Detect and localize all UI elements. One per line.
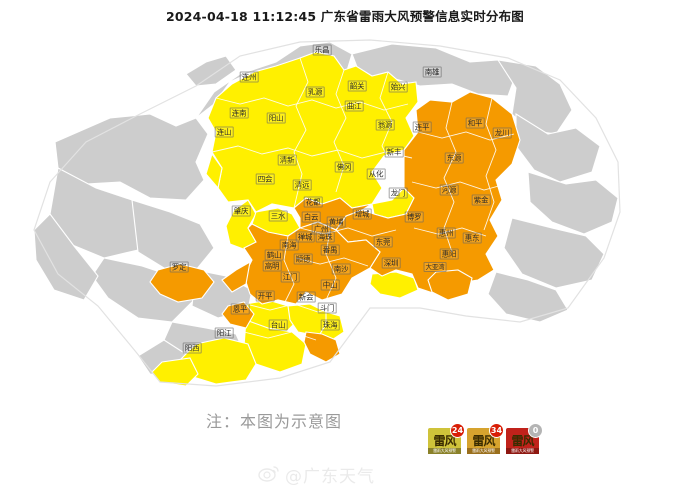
- region-label[interactable]: 龙门: [388, 187, 408, 199]
- legend-count-badge: 24: [450, 423, 465, 438]
- warning-legend[interactable]: 雷风 雷雨大风预警 24 雷风 雷雨大风预警 34 雷风 雷雨大风预警 0: [428, 423, 543, 454]
- region-label[interactable]: 东莞: [373, 236, 393, 248]
- region-label[interactable]: 江门: [280, 271, 300, 283]
- region-label[interactable]: 翁源: [375, 119, 395, 131]
- region-label[interactable]: 广州: [311, 223, 331, 235]
- region-label[interactable]: 大亚湾: [423, 262, 447, 272]
- region-label[interactable]: 番禺: [320, 244, 340, 256]
- region-label[interactable]: 紫金: [471, 194, 491, 206]
- region-label[interactable]: 曲江: [344, 100, 364, 112]
- legend-item-yellow[interactable]: 雷风 雷雨大风预警 24: [428, 423, 465, 454]
- weibo-handle: @广东天气: [285, 467, 375, 487]
- region-label[interactable]: 三水: [268, 210, 288, 222]
- region-label[interactable]: 清远: [292, 179, 312, 191]
- region-label[interactable]: 花都: [303, 196, 323, 208]
- legend-strip-label: 雷雨大风预警: [467, 448, 500, 454]
- region-label[interactable]: 增城: [352, 208, 372, 220]
- region-label[interactable]: 南雄: [422, 66, 442, 78]
- page-title: 2024-04-18 11:12:45 广东省雷雨大风预警信息实时分布图: [165, 9, 525, 24]
- region-label[interactable]: 阳山: [266, 112, 286, 124]
- region-label[interactable]: 龙川: [492, 127, 512, 139]
- region-label[interactable]: 禅城: [295, 231, 315, 243]
- legend-count-badge: 34: [489, 423, 504, 438]
- region-label[interactable]: 斗门: [317, 302, 337, 314]
- region-label[interactable]: 阳西: [182, 342, 202, 354]
- region-label[interactable]: 海珠: [315, 231, 335, 243]
- legend-item-red[interactable]: 雷风 雷雨大风预警 0: [506, 423, 543, 454]
- region-label[interactable]: 中山: [320, 279, 340, 291]
- region-label[interactable]: 连平: [412, 121, 432, 133]
- region-label[interactable]: 新会: [296, 291, 316, 303]
- weibo-icon: [258, 464, 280, 486]
- region-label[interactable]: 始兴: [388, 81, 408, 93]
- legend-strip-label: 雷雨大风预警: [506, 448, 539, 454]
- region-label[interactable]: 连南: [229, 107, 249, 119]
- region-label[interactable]: 阳江: [214, 327, 234, 339]
- region-label[interactable]: 顺德: [293, 253, 313, 265]
- region-label[interactable]: 乐昌: [312, 44, 332, 56]
- legend-count-badge: 0: [528, 423, 543, 438]
- region-label[interactable]: 惠州: [436, 227, 456, 239]
- region-label[interactable]: 罗定: [169, 261, 189, 273]
- region-label[interactable]: 连州: [239, 71, 259, 83]
- weibo-watermark: @广东天气: [258, 462, 375, 487]
- legend-glyph: 雷风: [472, 434, 495, 448]
- region-label[interactable]: 南海: [279, 239, 299, 251]
- region-label[interactable]: 深圳: [381, 257, 401, 269]
- region-label[interactable]: 乳源: [305, 86, 325, 98]
- region-label[interactable]: 肇庆: [231, 205, 251, 217]
- region-label[interactable]: 鹤山: [264, 249, 284, 261]
- legend-glyph: 雷风: [433, 434, 456, 448]
- region-label[interactable]: 高明: [262, 260, 282, 272]
- yellow-warning-regions: [151, 51, 419, 387]
- region-label[interactable]: 从化: [366, 168, 386, 180]
- region-label[interactable]: 新丰: [384, 146, 404, 158]
- region-label[interactable]: 清新: [277, 154, 297, 166]
- map-note: 注：本图为示意图: [206, 412, 343, 431]
- region-label[interactable]: 黄埔: [326, 216, 346, 228]
- region-label[interactable]: 东源: [444, 152, 464, 164]
- region-label[interactable]: 韶关: [347, 80, 367, 92]
- legend-glyph: 雷风: [511, 434, 534, 448]
- guangdong-warning-map[interactable]: 乐昌连州乳源 韶关 始兴 南雄连南 阳山 曲江连山 连平 和平 龙川 翁源新丰清新佛冈 东源四会清远…: [0, 22, 690, 422]
- region-label[interactable]: 惠阳: [439, 248, 459, 260]
- region-label[interactable]: 惠东: [462, 232, 482, 244]
- region-label[interactable]: 珠海: [320, 319, 340, 331]
- region-label[interactable]: 四会: [255, 173, 275, 185]
- region-label[interactable]: 台山: [268, 319, 288, 331]
- region-label[interactable]: 南沙: [331, 263, 351, 275]
- region-label[interactable]: 佛冈: [334, 161, 354, 173]
- region-label[interactable]: 白云: [301, 211, 321, 223]
- region-label[interactable]: 恩平: [230, 303, 250, 315]
- region-label[interactable]: 河源: [439, 184, 459, 196]
- region-label[interactable]: 连山: [214, 126, 234, 138]
- region-label[interactable]: 博罗: [404, 211, 424, 223]
- region-label[interactable]: 开平: [255, 290, 275, 302]
- province-border: [33, 39, 621, 387]
- region-label[interactable]: 和平: [465, 117, 485, 129]
- legend-item-orange[interactable]: 雷风 雷雨大风预警 34: [467, 423, 504, 454]
- district-boundaries: [211, 57, 515, 341]
- legend-strip-label: 雷雨大风预警: [428, 448, 461, 454]
